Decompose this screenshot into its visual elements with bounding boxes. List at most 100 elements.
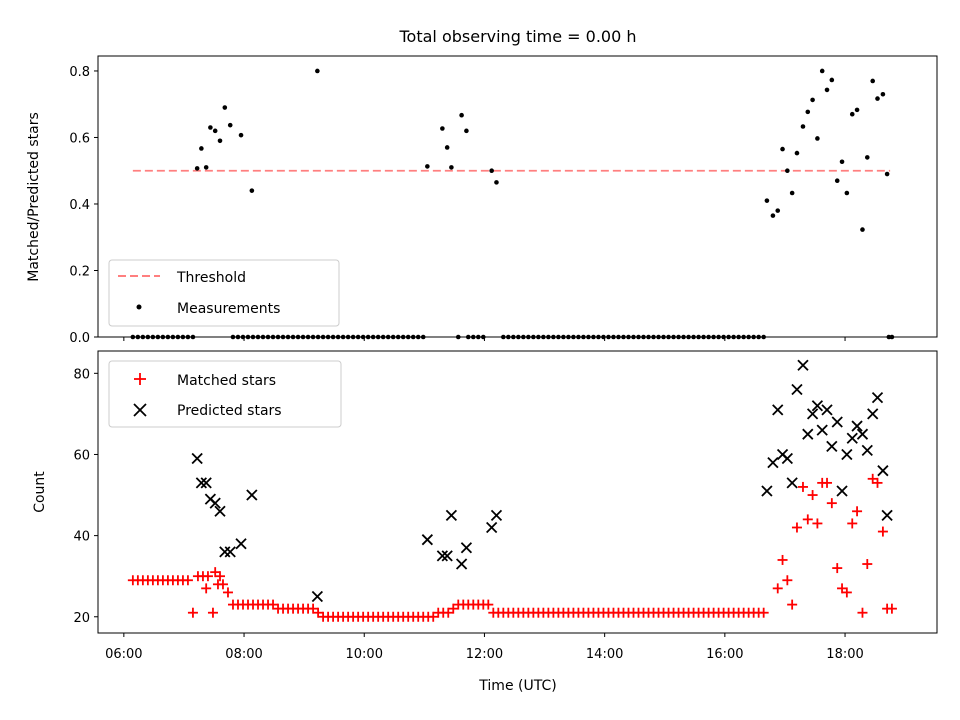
predicted-star-point — [871, 392, 884, 404]
measurement-point — [212, 128, 218, 134]
measurement-point — [449, 165, 454, 170]
bottom-x-tick-label: 08:00 — [225, 647, 262, 662]
measurement-point — [315, 68, 320, 74]
measurement-point — [222, 105, 228, 110]
predicted-star-point — [311, 590, 324, 603]
bottom-y-tick-label: 40 — [73, 530, 90, 545]
matched-star-point — [217, 579, 228, 590]
predicted-star-point — [821, 404, 833, 416]
measurement-point — [249, 188, 255, 193]
matched-star-point — [877, 526, 888, 537]
predicted-star-point — [209, 497, 221, 509]
matched-star-point — [852, 506, 863, 517]
measurement-point — [775, 208, 781, 213]
predicted-star-point — [856, 428, 869, 440]
measurement-point — [489, 168, 494, 174]
bottom-y-axis-label: Count — [32, 471, 48, 513]
predicted-star-point — [224, 546, 236, 558]
bottom-legend-box — [108, 360, 342, 428]
predicted-star-point — [436, 550, 449, 562]
predicted-star-point — [851, 420, 863, 432]
predicted-star-point — [214, 505, 226, 517]
predicted-star-point — [877, 465, 889, 477]
matched-star-point — [841, 587, 852, 598]
legend-matched-label: Matched stars — [177, 373, 276, 389]
measurement-point — [839, 159, 845, 165]
top-x-ticks — [123, 337, 846, 341]
measurement-point — [785, 168, 790, 174]
matched-star-point — [777, 554, 788, 565]
measurement-point — [227, 122, 233, 128]
measurement-point — [444, 145, 450, 150]
measurement-point — [805, 109, 811, 115]
legend-measurements-label: Measurements — [177, 301, 280, 317]
matched-star-point — [787, 599, 798, 610]
matched-star-point — [758, 607, 769, 618]
matched-star-point — [215, 571, 226, 582]
predicted-star-point — [861, 444, 873, 457]
measurement-point — [425, 164, 430, 169]
chart-title: Total observing time = 0.00 h — [398, 27, 636, 46]
predicted-star-point — [235, 538, 247, 550]
measurement-point — [764, 198, 770, 203]
matched-star-point — [862, 559, 873, 570]
predicted-star-point — [802, 428, 814, 440]
measurement-point — [844, 190, 850, 196]
bottom-y-ticks: 20 40 60 80 — [73, 367, 98, 626]
measurement-point — [880, 91, 886, 97]
matched-star-point — [847, 518, 858, 529]
measurement-point — [815, 136, 820, 141]
bottom-y-tick-label: 60 — [73, 448, 90, 463]
matched-star-point — [802, 514, 813, 525]
predicted-star-point — [460, 542, 473, 554]
predicted-star-point — [791, 383, 803, 396]
top-axes-frame — [97, 55, 938, 338]
predicted-star-point — [867, 408, 879, 420]
measurement-point — [794, 150, 800, 156]
top-y-tick-label: 0.8 — [69, 65, 90, 80]
matched-star-point — [268, 599, 279, 610]
measurement-point — [203, 165, 209, 170]
top-y-axis-label: Matched/Predicted stars — [26, 112, 42, 282]
measurement-point — [834, 178, 840, 184]
matched-star-point — [826, 498, 837, 509]
matched-star-point — [807, 490, 818, 501]
predicted-star-point — [772, 404, 784, 416]
bottom-y-tick-label: 80 — [73, 367, 90, 382]
predicted-star-point — [246, 489, 258, 501]
top-legend: Threshold Measurements — [108, 259, 340, 327]
bottom-y-tick-label: 20 — [73, 611, 90, 626]
predicted-star-point — [195, 477, 208, 489]
top-y-tick-label: 0.4 — [69, 198, 90, 213]
matched-star-point — [308, 603, 319, 614]
measurement-point — [494, 180, 499, 185]
bottom-x-tick-label: 06:00 — [105, 647, 142, 662]
measurement-point — [870, 78, 875, 84]
matched-star-point — [782, 575, 793, 586]
measurement-point — [238, 132, 244, 138]
measurement-point — [819, 68, 825, 74]
bottom-legend: Matched stars Predicted stars — [108, 360, 342, 428]
predicted-star-point — [490, 509, 503, 521]
predicted-star-point — [831, 416, 843, 428]
bottom-x-tick-label: 12:00 — [466, 647, 503, 662]
predicted-star-point — [781, 452, 793, 465]
legend-threshold-label: Threshold — [176, 270, 246, 286]
top-axes: 0.00.20.40.60.8 Matched/Predicted stars … — [26, 55, 938, 346]
bottom-x-tick-label: 18:00 — [826, 647, 863, 662]
matched-star-point — [886, 603, 897, 614]
predicted-star-point — [841, 448, 853, 461]
predicted-star-point — [486, 521, 498, 534]
top-y-tick-label: 0.0 — [69, 331, 90, 346]
predicted-star-point — [816, 424, 828, 436]
x-axis-label: Time (UTC) — [478, 678, 556, 694]
measurement-point — [849, 111, 855, 117]
predicted-star-point — [846, 432, 858, 444]
measurement-point — [800, 124, 806, 129]
measurement-point — [208, 125, 213, 130]
bottom-x-tick-label: 14:00 — [586, 647, 623, 662]
matched-star-point — [443, 607, 454, 618]
top-legend-box — [108, 259, 340, 327]
predicted-star-point — [445, 509, 458, 521]
predicted-star-point — [200, 477, 212, 489]
